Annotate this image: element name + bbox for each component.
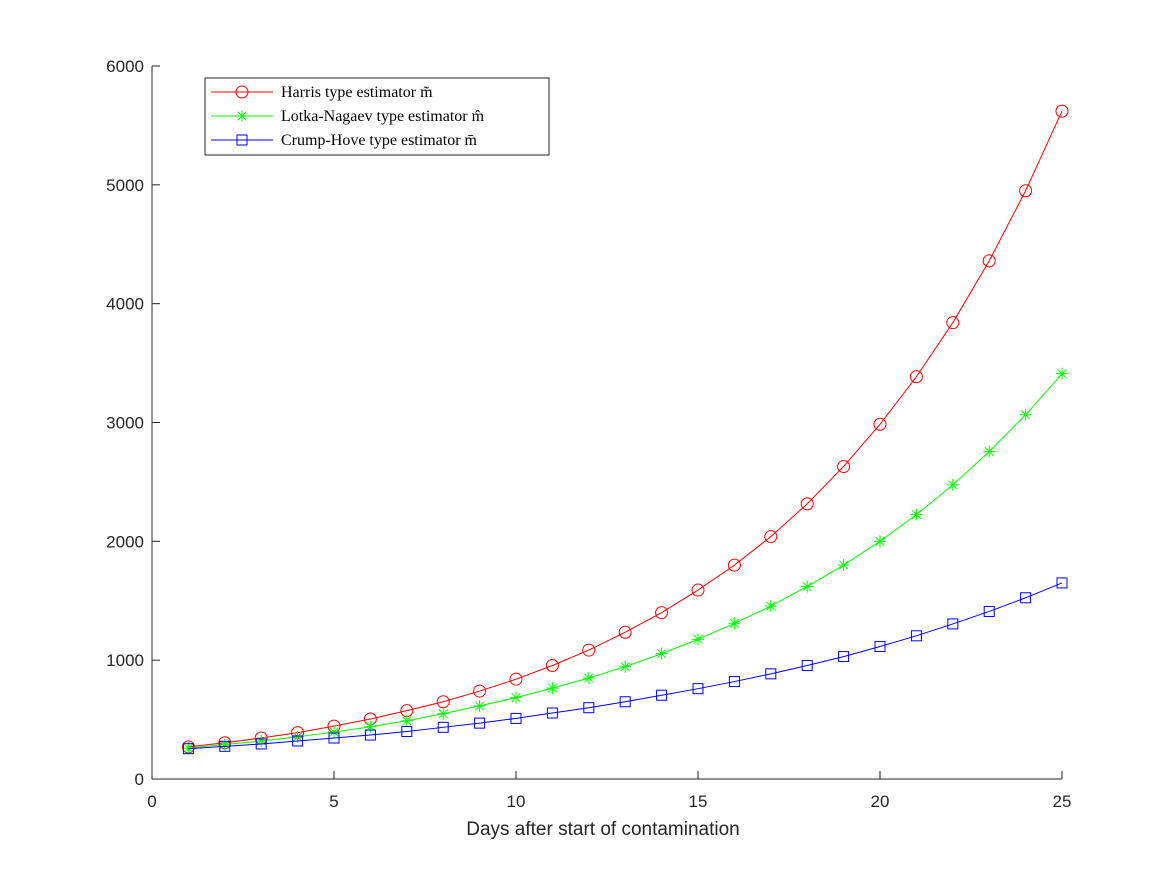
y-tick-label: 0 xyxy=(135,770,144,789)
y-tick-label: 1000 xyxy=(106,651,144,670)
data-point xyxy=(473,699,486,712)
data-point xyxy=(618,625,632,639)
data-point xyxy=(182,743,194,755)
data-point xyxy=(218,738,231,751)
data-point xyxy=(1019,408,1032,421)
data-point xyxy=(983,445,996,458)
legend: Harris type estimator m̃ Lotka-Nagaev typ… xyxy=(204,77,550,156)
legend-label: Lotka-Nagaev type estimator m̂ xyxy=(281,108,485,125)
data-point xyxy=(364,720,377,733)
legend-marker xyxy=(235,85,249,99)
data-point xyxy=(1019,184,1033,198)
data-point xyxy=(1056,367,1068,380)
ticks: 0 5 10 15 20 25 0 1000 2000 3000 4000 5000 6000 xyxy=(106,57,1071,811)
data-point xyxy=(728,676,740,688)
y-tick-label: 3000 xyxy=(106,414,144,433)
data-point xyxy=(947,618,959,630)
series-line xyxy=(188,110,1063,748)
data-point xyxy=(874,641,886,653)
data-point xyxy=(474,717,486,729)
y-tick-label: 5000 xyxy=(106,176,144,195)
data-point xyxy=(691,583,705,597)
data-point xyxy=(546,682,559,695)
data-point xyxy=(582,643,596,657)
y-tick-label: 4000 xyxy=(106,295,144,314)
legend-marker xyxy=(236,110,248,122)
data-point xyxy=(255,738,267,750)
data-point xyxy=(910,630,922,642)
data-point xyxy=(619,696,631,708)
series-line xyxy=(188,582,1063,750)
data-point xyxy=(509,672,523,686)
legend-item: Crump-Hove type estimator m̄ xyxy=(211,132,478,149)
data-point xyxy=(401,725,413,737)
data-point xyxy=(328,732,340,744)
data-point xyxy=(873,417,887,431)
data-point xyxy=(909,370,923,384)
legend-label: Crump-Hove type estimator m̄ xyxy=(281,132,478,149)
data-point xyxy=(510,691,522,704)
data-point xyxy=(619,660,632,673)
data-point xyxy=(328,726,340,739)
data-point xyxy=(656,689,668,701)
data-point xyxy=(437,721,449,733)
data-point xyxy=(838,651,850,663)
data-point xyxy=(874,535,886,548)
series-circle xyxy=(181,104,1069,754)
data-point xyxy=(801,660,813,672)
y-tick-label: 6000 xyxy=(106,57,144,76)
data-point xyxy=(764,600,777,613)
data-point xyxy=(837,559,850,572)
data-point xyxy=(982,254,996,268)
series-star xyxy=(182,367,1068,755)
x-tick-label: 20 xyxy=(871,792,890,811)
y-tick-label: 2000 xyxy=(106,532,144,551)
data-point xyxy=(1056,577,1068,589)
data-point xyxy=(437,707,450,720)
data-point xyxy=(765,668,777,680)
data-point xyxy=(801,580,814,593)
series-square xyxy=(182,577,1068,755)
data-point xyxy=(655,606,669,620)
data-point xyxy=(546,707,558,719)
data-point xyxy=(583,702,595,714)
legend-marker xyxy=(236,134,248,146)
data-point xyxy=(545,659,559,673)
data-point xyxy=(219,740,231,752)
x-axis-label: Days after start of contamination xyxy=(466,819,740,840)
data-point xyxy=(655,647,668,660)
x-tick-label: 0 xyxy=(147,792,156,811)
legend-item: Harris type estimator m̃ xyxy=(211,84,433,101)
data-point xyxy=(800,497,814,511)
data-point xyxy=(510,712,522,724)
data-point xyxy=(1055,104,1069,118)
x-tick-label: 15 xyxy=(689,792,708,811)
series-line xyxy=(188,373,1063,749)
x-tick-label: 5 xyxy=(329,792,338,811)
x-tick-label: 25 xyxy=(1053,792,1072,811)
data-point xyxy=(837,459,851,473)
legend-items: Harris type estimator m̃ Lotka-Nagaev typ… xyxy=(211,84,485,149)
data-point xyxy=(292,735,304,747)
data-point xyxy=(255,734,268,747)
data-point xyxy=(692,633,704,646)
data-point xyxy=(728,617,741,630)
data-point xyxy=(946,478,959,491)
data-point xyxy=(946,316,960,330)
data-point xyxy=(1020,592,1032,604)
data-point xyxy=(473,684,487,698)
data-point xyxy=(582,671,595,684)
data-point xyxy=(983,605,995,617)
data-point xyxy=(692,683,704,695)
data-point xyxy=(910,508,923,521)
data-point xyxy=(727,558,741,572)
data-point xyxy=(400,714,413,727)
data-point xyxy=(764,530,778,544)
x-tick-label: 10 xyxy=(507,792,526,811)
data-point xyxy=(364,729,376,741)
legend-label: Harris type estimator m̃ xyxy=(281,84,433,101)
series-layer xyxy=(181,104,1069,755)
legend-item: Lotka-Nagaev type estimator m̂ xyxy=(211,108,485,125)
